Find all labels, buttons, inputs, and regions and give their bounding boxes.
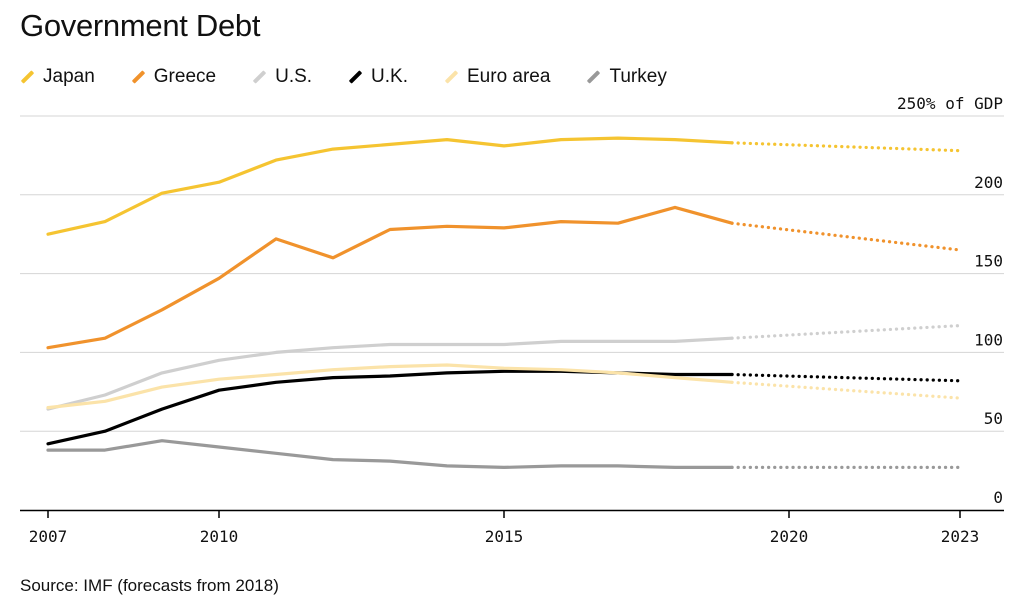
y-tick-label-200: 200 <box>974 173 1003 192</box>
x-tick-label-2010: 2010 <box>200 527 239 546</box>
chart-legend: Japan Greece U.S. U.K. Euro area Turkey <box>20 66 703 88</box>
chart-title: Government Debt <box>20 8 261 43</box>
series-line-euro-area <box>46 363 734 410</box>
legend-label-u-s: U.S. <box>275 66 313 87</box>
y-tick-label-50: 50 <box>984 409 1003 428</box>
legend-item-japan: Japan <box>20 66 95 88</box>
legend-item-u-k: U.K. <box>348 66 408 88</box>
legend-label-u-k: U.K. <box>371 66 408 87</box>
x-tick-label-2020: 2020 <box>770 527 809 546</box>
source-note: Source: IMF (forecasts from 2018) <box>20 576 279 595</box>
legend-item-turkey: Turkey <box>586 66 667 88</box>
series-line-turkey <box>46 439 734 469</box>
series-forecast-euro-area <box>730 380 962 400</box>
series-forecast-japan <box>730 141 962 153</box>
legend-label-turkey: Turkey <box>609 66 667 87</box>
series-forecast-greece <box>730 221 962 252</box>
y-tick-label-100: 100 <box>974 330 1003 349</box>
series-line-greece <box>46 205 734 350</box>
legend-label-japan: Japan <box>43 66 95 87</box>
legend-item-u-s: U.S. <box>252 66 312 88</box>
y-tick-label-0: 0 <box>993 488 1003 507</box>
series-line-u-s <box>46 336 734 411</box>
legend-label-greece: Greece <box>153 66 217 87</box>
series-line-japan <box>46 136 734 236</box>
series-line-u-k <box>46 369 734 446</box>
series-forecast-u-s <box>730 324 962 340</box>
legend-item-greece: Greece <box>131 66 216 88</box>
x-tick-label-2007: 2007 <box>29 527 68 546</box>
x-tick-label-2015: 2015 <box>485 527 524 546</box>
x-tick-label-2023: 2023 <box>941 527 980 546</box>
y-tick-label-150: 150 <box>974 252 1003 271</box>
legend-label-euro-area: Euro area <box>467 66 551 87</box>
series-forecast-u-k <box>730 372 962 383</box>
y-tick-label-250: 250% of GDP <box>897 94 1003 113</box>
legend-item-euro-area: Euro area <box>444 66 550 88</box>
